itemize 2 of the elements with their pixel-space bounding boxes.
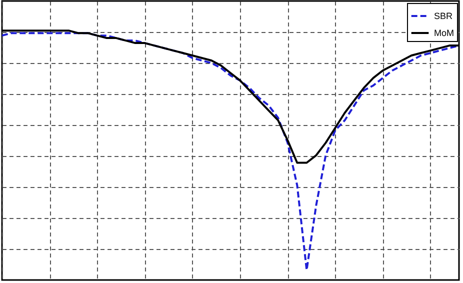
legend-label: MoM: [434, 28, 454, 38]
legend-label: SBR: [434, 11, 454, 21]
